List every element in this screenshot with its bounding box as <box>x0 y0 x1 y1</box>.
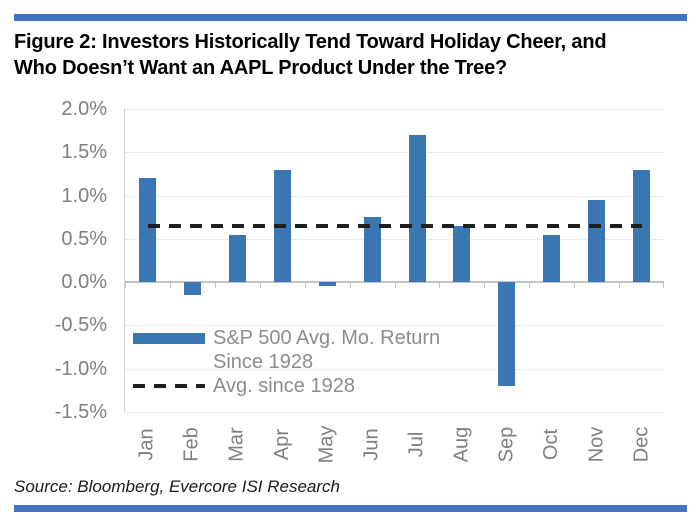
x-tick-label-text: Sep <box>495 426 518 462</box>
axis-tick <box>529 282 531 289</box>
legend-bar-swatch <box>133 333 205 344</box>
x-tick-label-jan: Jan <box>126 420 170 468</box>
bar-aug <box>453 225 471 283</box>
x-tick-label-oct: Oct <box>530 420 574 468</box>
figure-title-line-1: Figure 2: Investors Historically Tend To… <box>14 31 607 53</box>
y-tick-label: -1.0% <box>54 357 107 380</box>
gridline <box>125 325 664 327</box>
x-tick-label-dec: Dec <box>620 420 664 468</box>
average-dashed-line <box>147 223 642 228</box>
x-tick-label-mar: Mar <box>215 420 259 468</box>
x-tick-label-text: May <box>315 425 338 463</box>
axis-tick <box>214 282 216 289</box>
bar-jun <box>363 217 381 283</box>
x-tick-label-nov: Nov <box>575 420 619 468</box>
gridline <box>125 412 664 413</box>
gridline <box>125 109 664 110</box>
plot-area: S&P 500 Avg. Mo. Return Since 1928 Avg. … <box>55 98 664 463</box>
x-tick-label-text: Oct <box>540 428 563 460</box>
x-tick-label-text: Aug <box>450 426 473 462</box>
gridline <box>125 195 664 197</box>
x-tick-label-text: Dec <box>629 426 652 462</box>
x-tick-label-text: Jun <box>360 427 383 461</box>
axis-tick <box>663 282 664 289</box>
bar-oct <box>543 234 561 283</box>
legend-series-label: S&P 500 Avg. Mo. Return Since 1928 <box>213 327 441 373</box>
x-tick-label-text: Apr <box>270 428 293 460</box>
bar-jan <box>139 178 156 283</box>
legend-average-label: Avg. since 1928 <box>213 375 355 397</box>
x-tick-label-text: Jul <box>405 431 428 457</box>
y-tick-label: 0.0% <box>61 271 107 294</box>
x-tick-label-may: May <box>305 420 349 468</box>
bar-mar <box>228 234 246 283</box>
x-tick-label-feb: Feb <box>170 420 214 468</box>
y-tick-label: -1.5% <box>54 401 107 423</box>
x-tick-label-jun: Jun <box>350 420 394 468</box>
top-rule <box>14 14 687 21</box>
gridline <box>125 238 664 240</box>
bar-may <box>318 282 336 287</box>
chart-legend: S&P 500 Avg. Mo. Return Since 1928 Avg. … <box>133 326 465 398</box>
bottom-rule <box>14 505 687 512</box>
x-tick-label-text: Feb <box>180 426 203 462</box>
x-tick-label-text: Nov <box>585 426 608 462</box>
axis-tick <box>125 282 126 289</box>
y-axis-line <box>124 109 125 412</box>
bar-nov <box>588 199 606 283</box>
axis-tick <box>484 282 486 289</box>
legend-item-series: S&P 500 Avg. Mo. Return Since 1928 <box>133 326 465 374</box>
x-tick-label-jul: Jul <box>395 420 439 468</box>
axis-tick <box>574 282 576 289</box>
axis-tick <box>619 282 621 289</box>
axis-tick <box>169 282 171 289</box>
y-tick-label: 1.0% <box>61 184 107 207</box>
x-tick-label-apr: Apr <box>260 420 304 468</box>
bar-feb <box>183 282 201 296</box>
legend-item-average: Avg. since 1928 <box>133 374 465 398</box>
legend-dashed-line-swatch <box>133 384 205 388</box>
figure-title: Figure 2: Investors Historically Tend To… <box>14 29 690 81</box>
bar-jul <box>408 135 426 283</box>
gridline <box>125 368 664 370</box>
y-tick-label: 2.0% <box>61 98 107 120</box>
figure-title-line-2: Who Doesn’t Want an AAPL Product Under t… <box>14 57 508 79</box>
source-text: Source: Bloomberg, Evercore ISI Research <box>14 477 340 496</box>
bar-sep <box>498 282 516 386</box>
axis-tick <box>349 282 351 289</box>
x-tick-label-aug: Aug <box>440 420 484 468</box>
gridline <box>125 152 664 154</box>
x-tick-label-text: Mar <box>225 426 248 462</box>
axis-tick <box>259 282 261 289</box>
x-tick-label-sep: Sep <box>485 420 529 468</box>
axis-tick <box>394 282 396 289</box>
y-tick-label: -0.5% <box>54 314 107 337</box>
x-tick-label-text: Jan <box>136 427 158 461</box>
y-tick-label: 0.5% <box>61 227 107 250</box>
axis-tick <box>439 282 441 289</box>
axis-tick <box>304 282 306 289</box>
y-tick-label: 1.5% <box>61 141 107 164</box>
